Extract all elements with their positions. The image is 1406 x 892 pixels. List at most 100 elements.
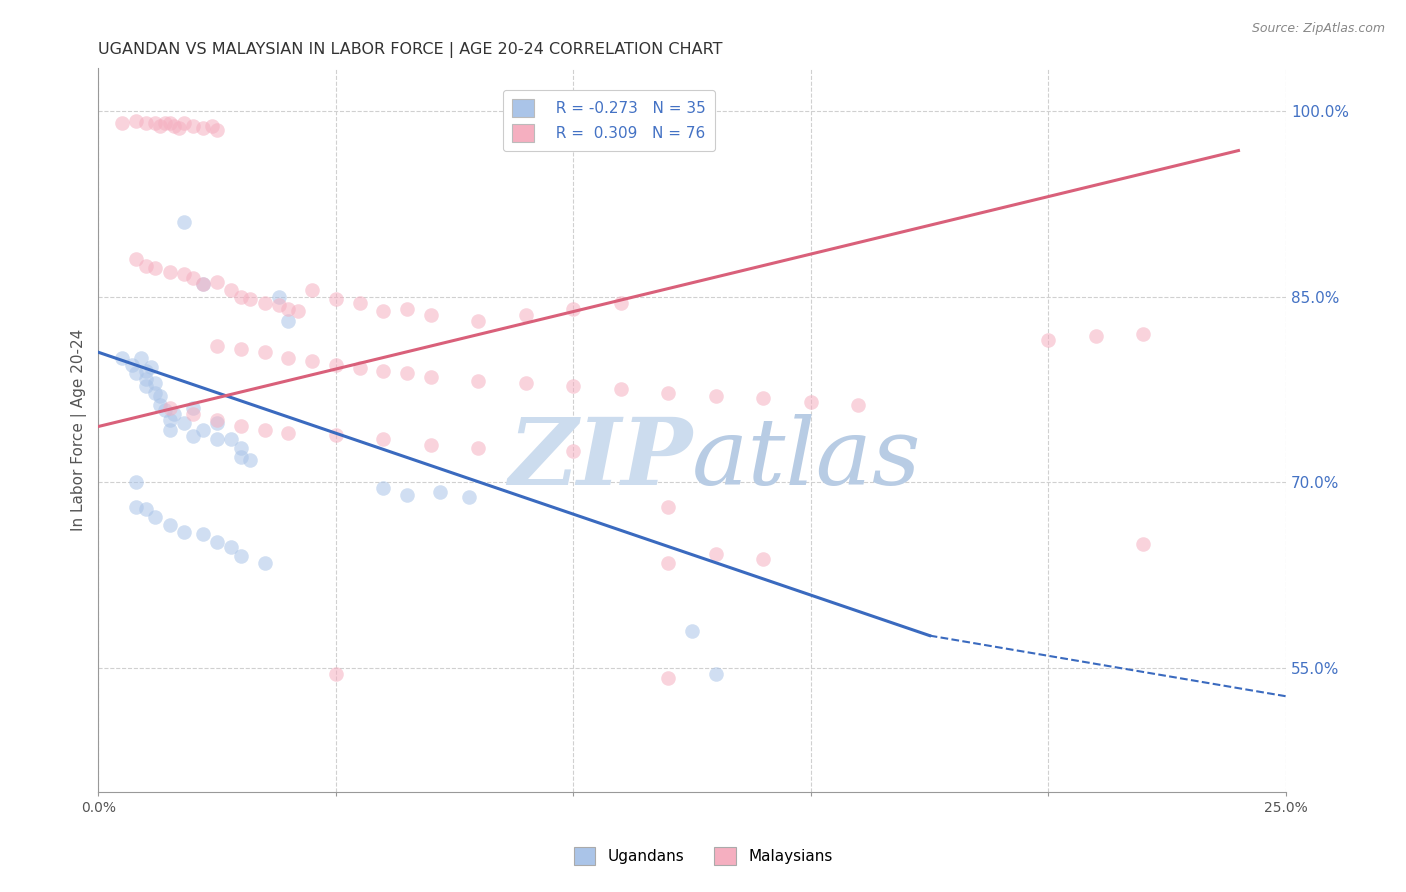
Text: atlas: atlas: [692, 414, 922, 504]
Point: [153, 116, 176, 130]
Point: [562, 444, 585, 458]
Point: [135, 502, 157, 516]
Point: [163, 407, 186, 421]
Point: [149, 388, 172, 402]
Point: [704, 388, 727, 402]
Point: [657, 386, 679, 401]
Point: [325, 667, 347, 681]
Point: [229, 419, 252, 434]
Point: [143, 116, 166, 130]
Point: [221, 432, 243, 446]
Point: [253, 556, 276, 570]
Point: [135, 116, 157, 130]
Point: [121, 358, 143, 372]
Point: [239, 292, 262, 306]
Point: [1132, 537, 1154, 551]
Point: [173, 416, 195, 430]
Point: [205, 432, 228, 446]
Point: [125, 475, 148, 490]
Point: [159, 423, 181, 437]
Point: [205, 416, 228, 430]
Point: [848, 399, 870, 413]
Point: [657, 500, 679, 514]
Point: [183, 429, 205, 443]
Point: [373, 304, 395, 318]
Point: [562, 301, 585, 316]
Point: [396, 487, 419, 501]
Point: [205, 413, 228, 427]
Point: [201, 119, 224, 133]
Point: [610, 383, 633, 397]
Point: [349, 361, 371, 376]
Point: [301, 354, 323, 368]
Point: [125, 366, 148, 380]
Point: [191, 527, 214, 541]
Point: [143, 261, 166, 276]
Point: [143, 509, 166, 524]
Point: [253, 345, 276, 359]
Point: [135, 259, 157, 273]
Point: [143, 386, 166, 401]
Point: [429, 485, 451, 500]
Point: [125, 500, 148, 514]
Point: [191, 277, 214, 292]
Point: [143, 376, 166, 391]
Point: [657, 671, 679, 685]
Point: [515, 376, 537, 391]
Point: [221, 540, 243, 554]
Point: [149, 399, 172, 413]
Point: [159, 116, 181, 130]
Point: [229, 441, 252, 455]
Point: [562, 378, 585, 392]
Point: [159, 413, 181, 427]
Point: [125, 252, 148, 267]
Point: [167, 121, 190, 136]
Point: [159, 518, 181, 533]
Point: [173, 524, 195, 539]
Point: [173, 116, 195, 130]
Point: [267, 289, 290, 303]
Point: [205, 275, 228, 289]
Point: [191, 277, 214, 292]
Point: [752, 552, 775, 566]
Point: [183, 119, 205, 133]
Point: [325, 428, 347, 442]
Point: [277, 314, 299, 328]
Legend:   R = -0.273   N = 35,   R =  0.309   N = 76: R = -0.273 N = 35, R = 0.309 N = 76: [503, 90, 714, 151]
Point: [681, 624, 703, 638]
Text: UGANDAN VS MALAYSIAN IN LABOR FORCE | AGE 20-24 CORRELATION CHART: UGANDAN VS MALAYSIAN IN LABOR FORCE | AG…: [98, 42, 723, 58]
Point: [467, 314, 489, 328]
Point: [467, 374, 489, 388]
Point: [287, 304, 309, 318]
Point: [173, 268, 195, 282]
Point: [221, 284, 243, 298]
Point: [191, 121, 214, 136]
Point: [457, 490, 479, 504]
Point: [153, 403, 176, 417]
Point: [277, 301, 299, 316]
Point: [205, 339, 228, 353]
Point: [396, 366, 419, 380]
Point: [149, 119, 172, 133]
Point: [800, 394, 823, 409]
Point: [229, 549, 252, 564]
Point: [205, 534, 228, 549]
Point: [267, 298, 290, 312]
Point: [349, 295, 371, 310]
Point: [125, 113, 148, 128]
Point: [419, 438, 441, 452]
Point: [111, 116, 134, 130]
Point: [139, 360, 162, 375]
Point: [373, 432, 395, 446]
Point: [419, 370, 441, 384]
Point: [610, 295, 633, 310]
Point: [173, 215, 195, 229]
Point: [1132, 326, 1154, 341]
Point: [325, 292, 347, 306]
Point: [515, 308, 537, 322]
Point: [1038, 333, 1060, 347]
Point: [373, 364, 395, 378]
Point: [467, 441, 489, 455]
Text: ZIP: ZIP: [508, 414, 692, 504]
Point: [229, 289, 252, 303]
